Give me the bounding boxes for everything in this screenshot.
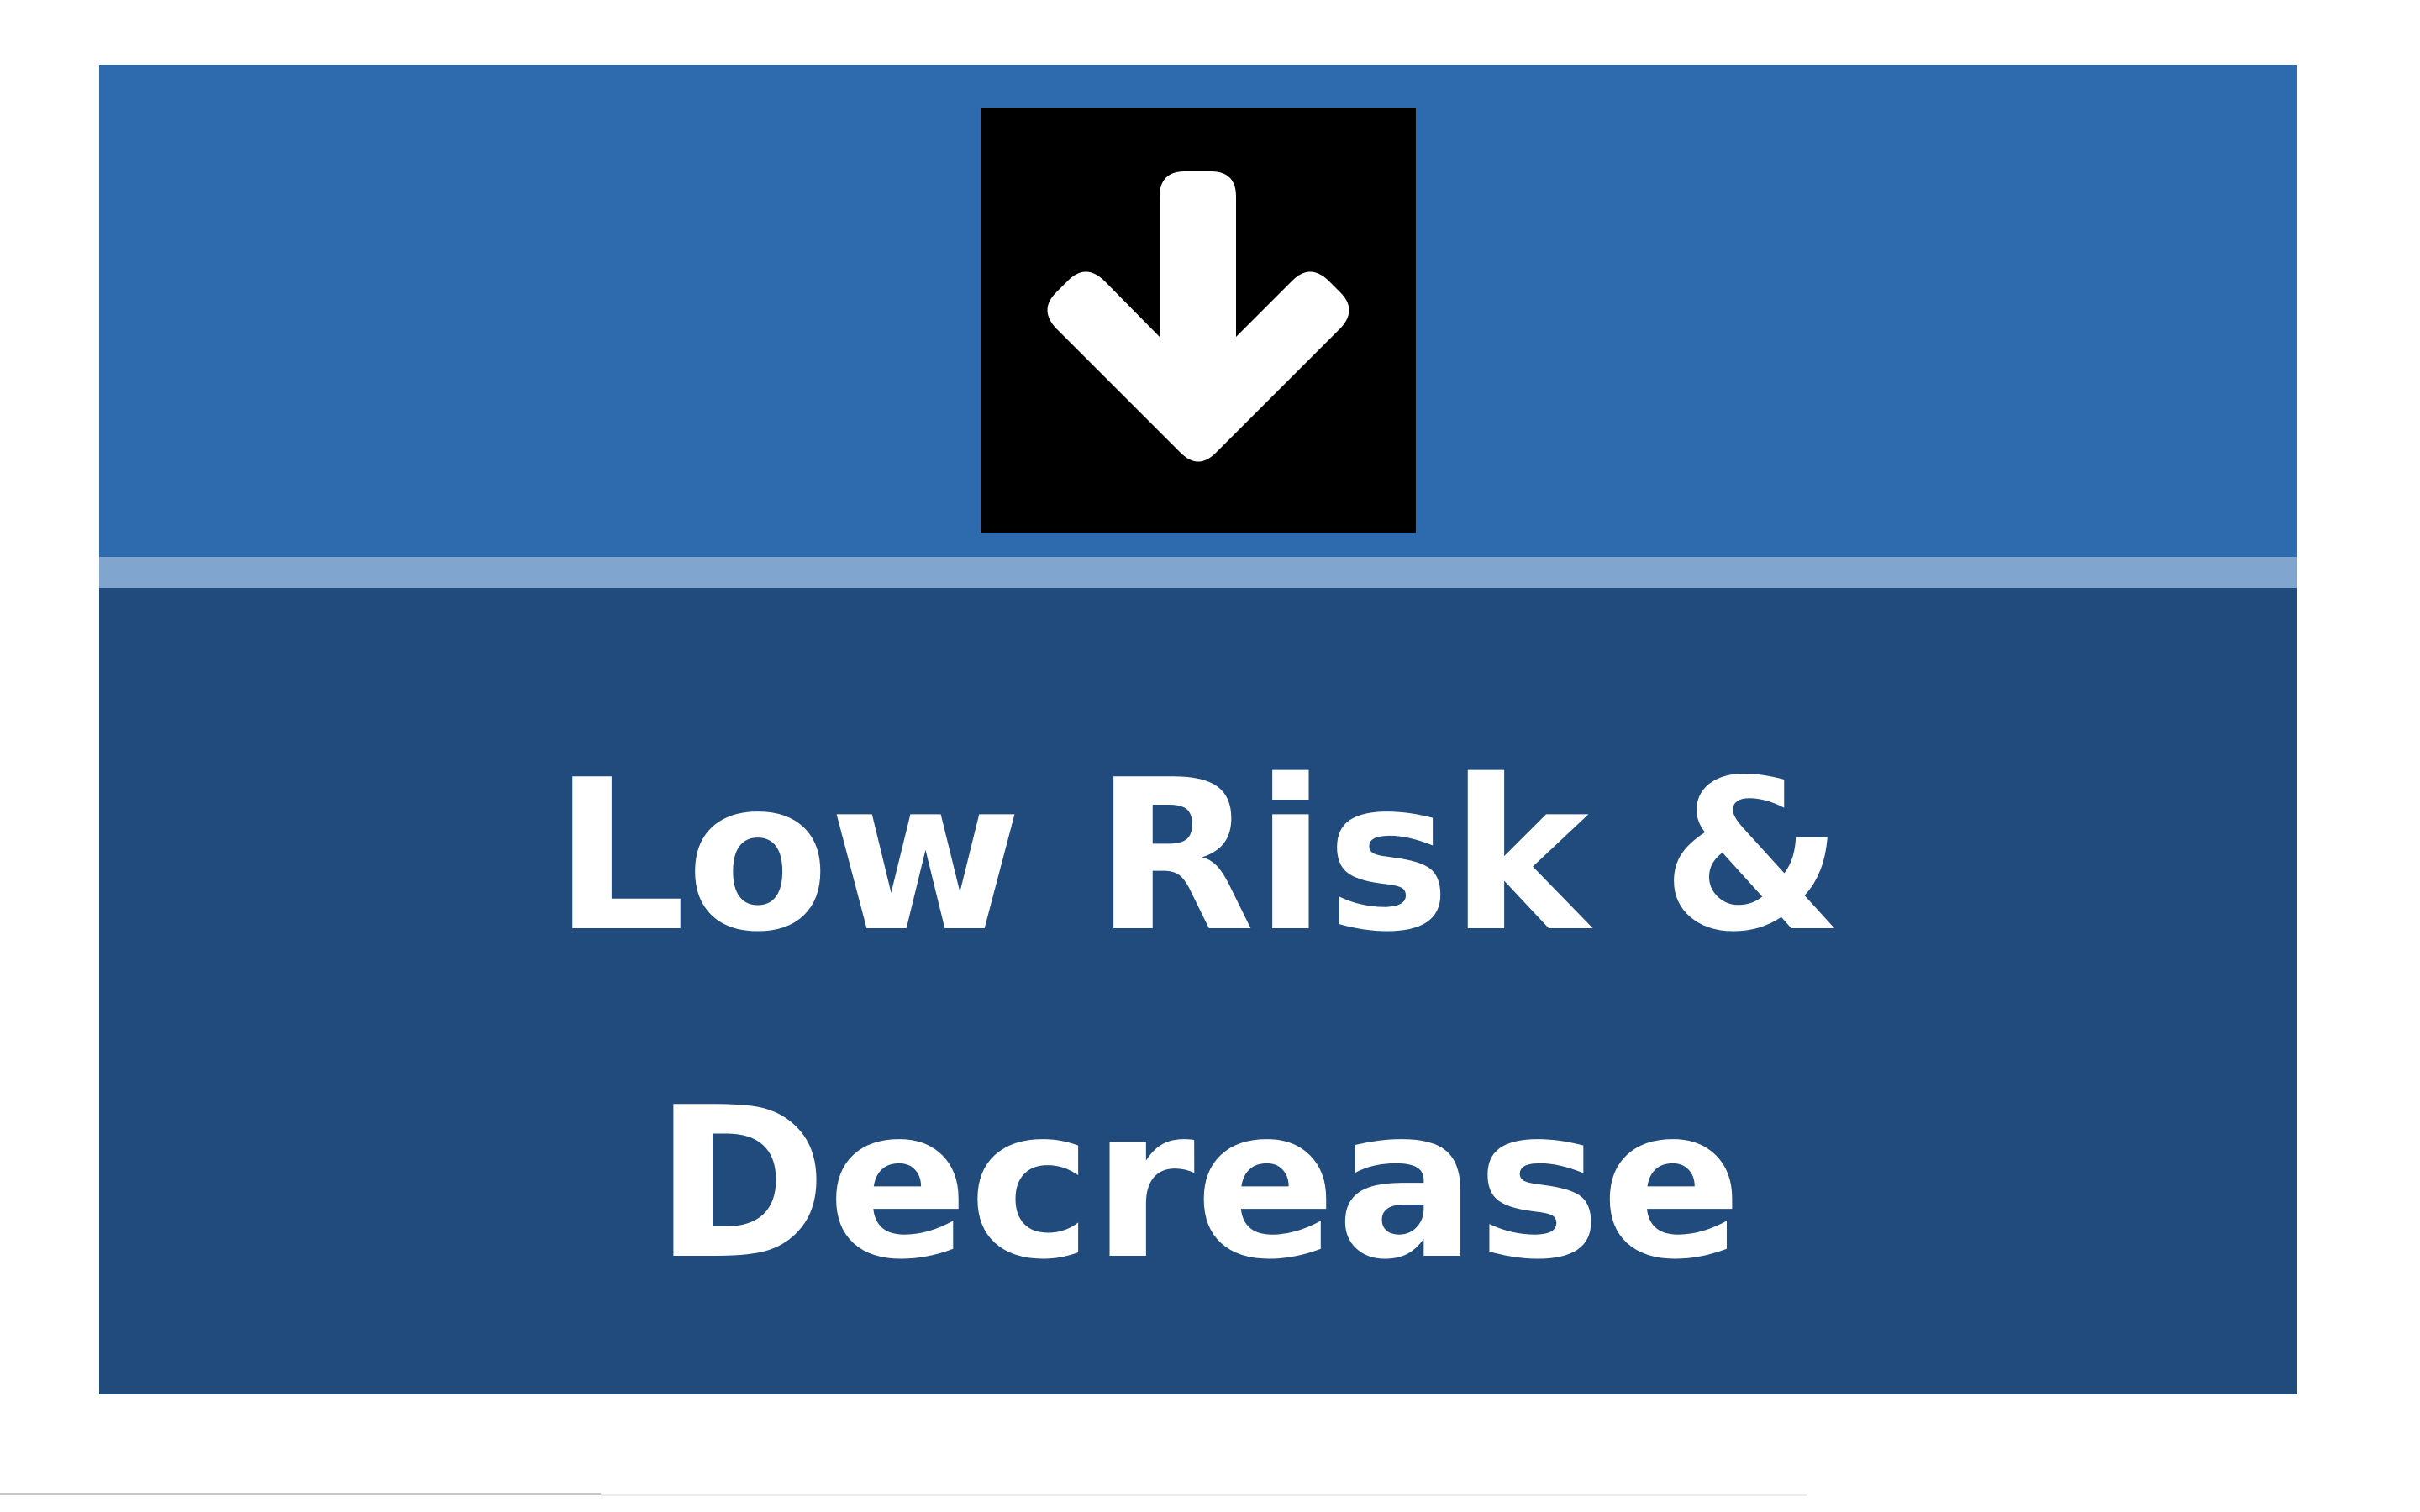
risk-label-line-1: Low Risk & xyxy=(553,736,1844,978)
arrow-down-shape xyxy=(1047,171,1349,462)
arrow-down-icon xyxy=(981,108,1416,533)
horizontal-scrollbar-track xyxy=(601,1494,1807,1496)
risk-label-line-2: Decrease xyxy=(654,1063,1743,1305)
horizontal-scrollbar[interactable] xyxy=(0,1493,601,1495)
sign-header-band xyxy=(99,65,2297,557)
sign-label-band: Low Risk & Decrease xyxy=(99,588,2297,1394)
arrow-icon-box xyxy=(981,108,1416,533)
risk-sign-card: Low Risk & Decrease xyxy=(99,65,2297,1394)
band-divider xyxy=(99,557,2297,588)
